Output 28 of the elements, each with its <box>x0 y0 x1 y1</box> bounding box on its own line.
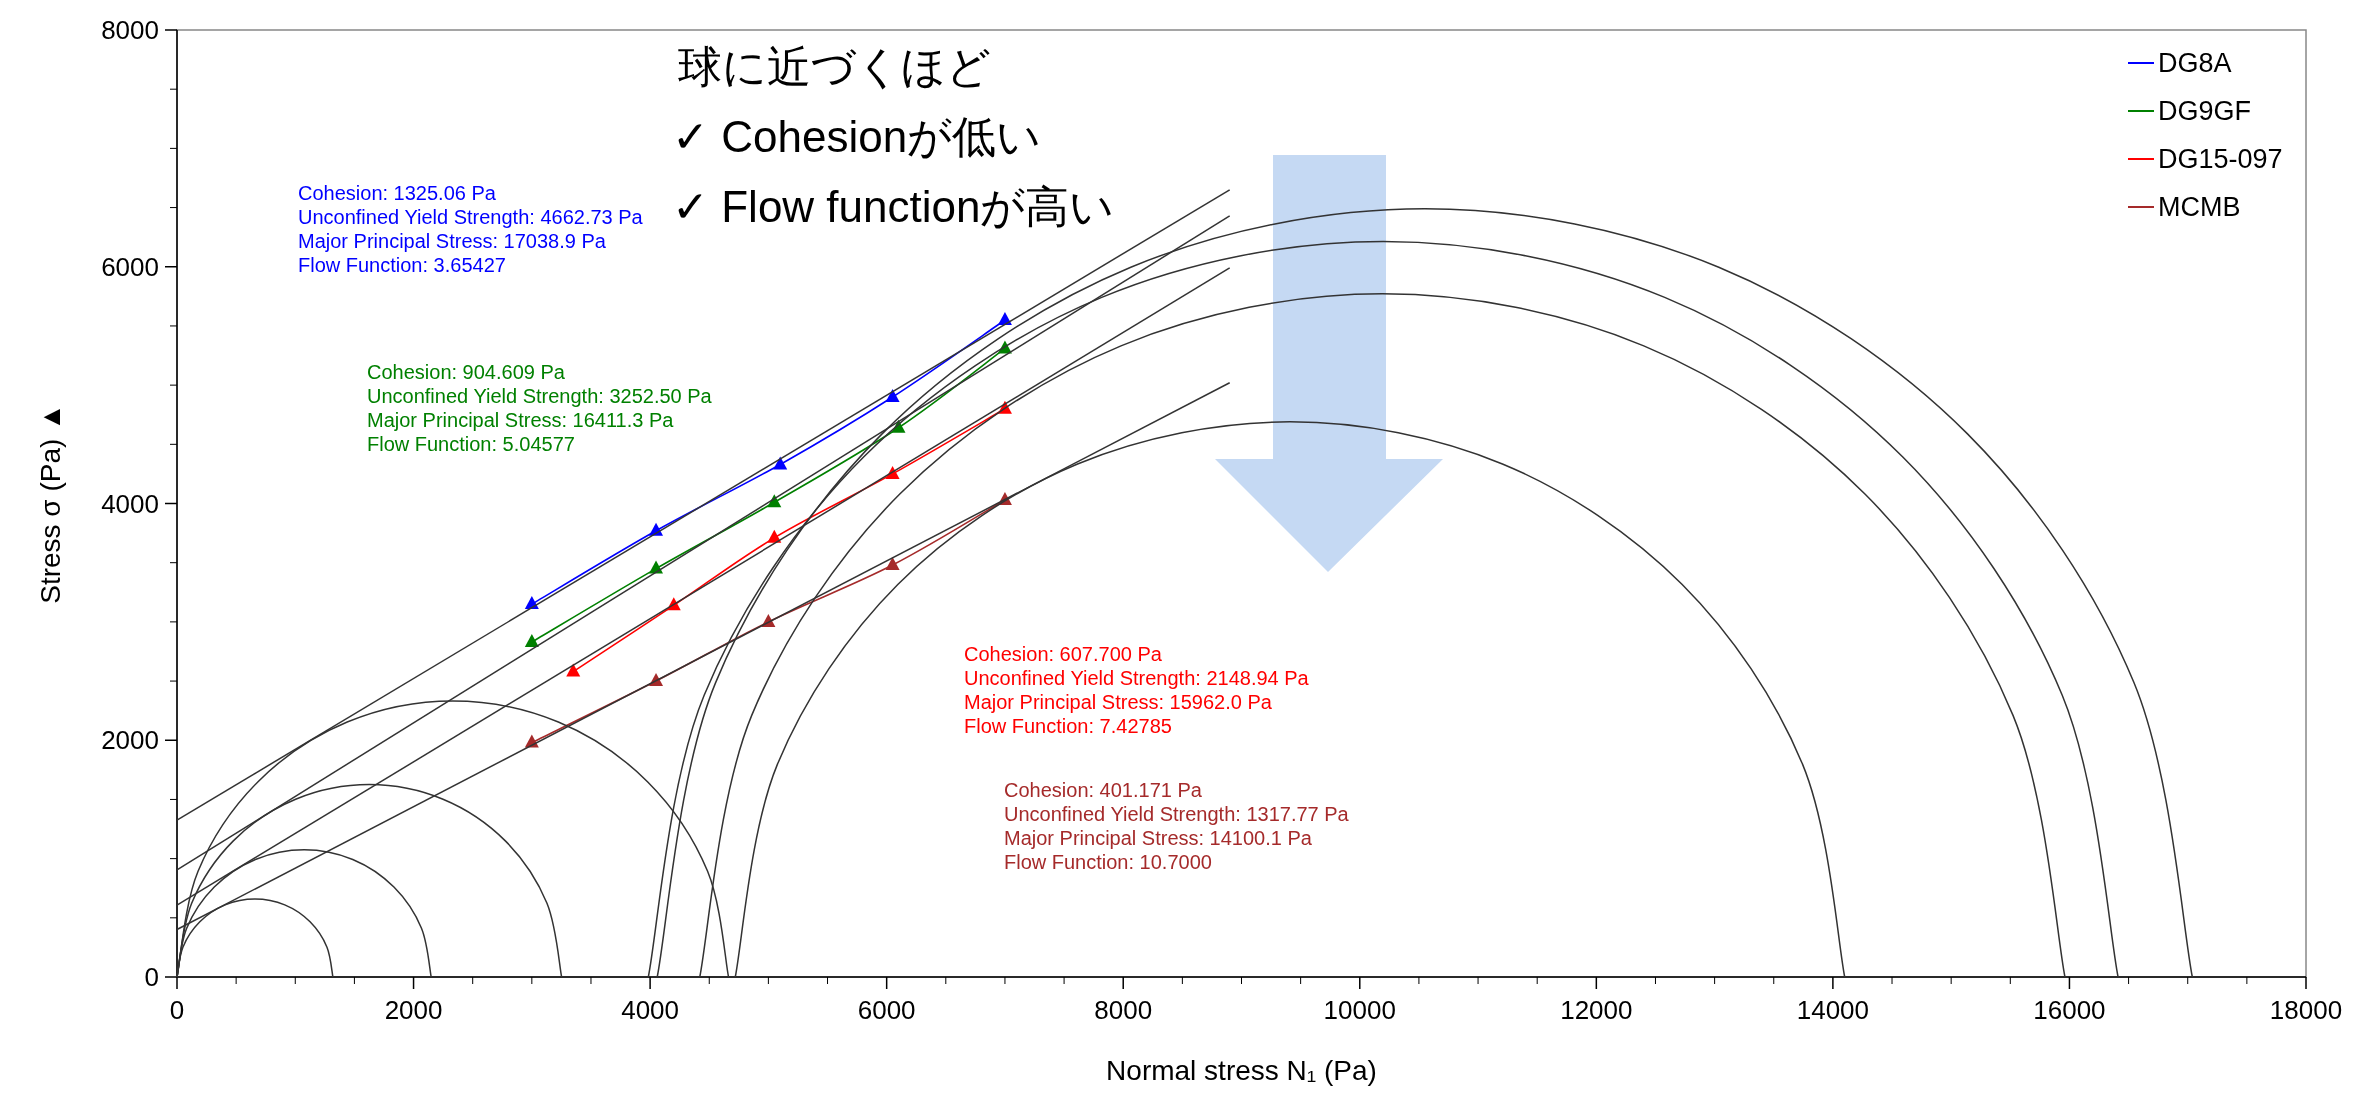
y-axis-title: Stress σ (Pa) ▲ <box>35 403 66 604</box>
x-tick-label: 14000 <box>1796 995 1870 1025</box>
x-tick-label: 18000 <box>2269 995 2343 1025</box>
annotation: ✓ Flow functionが高い <box>672 182 1115 231</box>
annotation: Cohesion: 401.171 Pa Unconfined Yield Strength: 1317.77 Pa Major Principal Stress: 14100.1 Pa Flow Function: 10.7000 <box>1004 779 1350 873</box>
x-tick-label: 8000 <box>1094 995 1153 1025</box>
annotation: Cohesion: 607.700 Pa Unconfined Yield Strength: 2148.94 Pa Major Principal Stress: 15962.0 Pa Flow Function: 7.42785 <box>964 643 1310 737</box>
y-tick-label: 6000 <box>101 251 159 282</box>
x-tick-label: 4000 <box>621 995 680 1025</box>
x-tick-label: 10000 <box>1323 995 1396 1025</box>
y-tick-label: 4000 <box>101 488 159 519</box>
y-tick-label: 0 <box>144 962 159 992</box>
x-tick-label: 0 <box>169 995 185 1025</box>
legend-label: DG8A <box>2158 48 2232 78</box>
x-tick-label: 6000 <box>857 995 916 1025</box>
legend-label: MCMB <box>2158 192 2241 222</box>
annotation: ✓ Cohesionが低い <box>672 112 1042 161</box>
x-tick-label: 16000 <box>2033 995 2106 1025</box>
x-tick-label: 12000 <box>1560 995 1633 1025</box>
x-axis-title: Normal stress N₁ (Pa) <box>1106 1055 1377 1086</box>
x-tick-label: 2000 <box>384 995 443 1025</box>
legend-label: DG15-097 <box>2158 144 2283 174</box>
annotation: 球に近づくほど <box>678 42 991 91</box>
annotation: Cohesion: 1325.06 Pa Unconfined Yield Strength: 4662.73 Pa Major Principal Stress: 17038.9 Pa Flow Function: 3.65427 <box>298 182 644 276</box>
y-tick-label: 8000 <box>101 15 159 45</box>
annotation: Cohesion: 904.609 Pa Unconfined Yield Strength: 3252.50 Pa Major Principal Stress: 16411.3 Pa Flow Function: 5.04577 <box>367 361 713 455</box>
y-tick-label: 2000 <box>101 725 159 756</box>
legend-label: DG9GF <box>2158 96 2252 126</box>
